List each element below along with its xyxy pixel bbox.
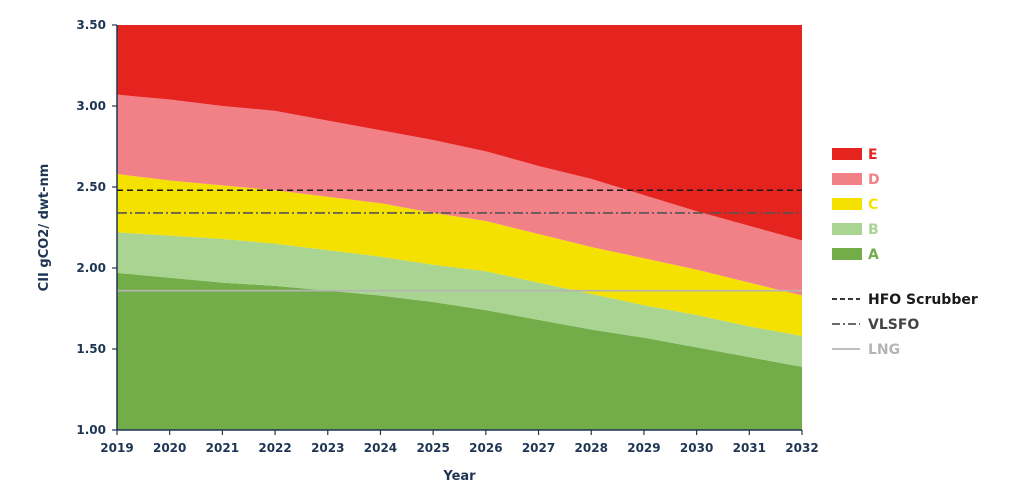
legend-label-a: A bbox=[868, 247, 879, 263]
x-tick-label: 2026 bbox=[469, 441, 502, 455]
x-tick-label: 2027 bbox=[522, 441, 555, 455]
x-tick-label: 2025 bbox=[416, 441, 449, 455]
band-c bbox=[117, 174, 802, 337]
y-tick-label: 2.50 bbox=[76, 180, 106, 194]
y-tick-label: 2.00 bbox=[76, 261, 106, 275]
x-tick-label: 2021 bbox=[206, 441, 239, 455]
rating-bands bbox=[117, 25, 802, 430]
band-a bbox=[117, 272, 802, 430]
legend-label-b: B bbox=[868, 222, 879, 238]
legend-label-lng: LNG bbox=[868, 342, 900, 358]
x-axis-title: Year bbox=[442, 469, 476, 484]
x-tick-label: 2029 bbox=[627, 441, 660, 455]
legend-swatch-d bbox=[832, 173, 862, 185]
y-tick-label: 1.50 bbox=[76, 342, 106, 356]
y-tick-label: 3.50 bbox=[76, 18, 106, 32]
x-tick-label: 2031 bbox=[733, 441, 766, 455]
y-tick-label: 1.00 bbox=[76, 423, 106, 437]
legend-label-c: C bbox=[868, 197, 878, 213]
x-tick-label: 2020 bbox=[153, 441, 186, 455]
x-tick-label: 2028 bbox=[575, 441, 608, 455]
legend-label-e: E bbox=[868, 147, 878, 163]
y-tick-label: 3.00 bbox=[76, 99, 106, 113]
legend-swatch-b bbox=[832, 223, 862, 235]
x-tick-label: 2022 bbox=[258, 441, 291, 455]
band-b bbox=[117, 232, 802, 367]
x-tick-label: 2032 bbox=[785, 441, 818, 455]
band-d bbox=[117, 94, 802, 296]
legend-label-vlsfo: VLSFO bbox=[868, 317, 919, 333]
legend-swatch-a bbox=[832, 248, 862, 260]
axes: 1.00 1.50 2.00 2.50 3.00 3.50 2019 2020 2021 2022… bbox=[76, 18, 818, 455]
legend-swatch-c bbox=[832, 198, 862, 210]
legend-label-d: D bbox=[868, 172, 880, 188]
x-tick-label: 2030 bbox=[680, 441, 713, 455]
band-e bbox=[117, 25, 802, 241]
y-axis-title: CII gCO2/ dwt-nm bbox=[37, 164, 52, 292]
x-tick-label: 2024 bbox=[364, 441, 397, 455]
x-tick-label: 2019 bbox=[100, 441, 133, 455]
legend-label-hfo-scrubber: HFO Scrubber bbox=[868, 292, 978, 308]
x-tick-label: 2023 bbox=[311, 441, 344, 455]
fuel-lines bbox=[117, 189, 802, 292]
legend-swatch-e bbox=[832, 148, 862, 160]
